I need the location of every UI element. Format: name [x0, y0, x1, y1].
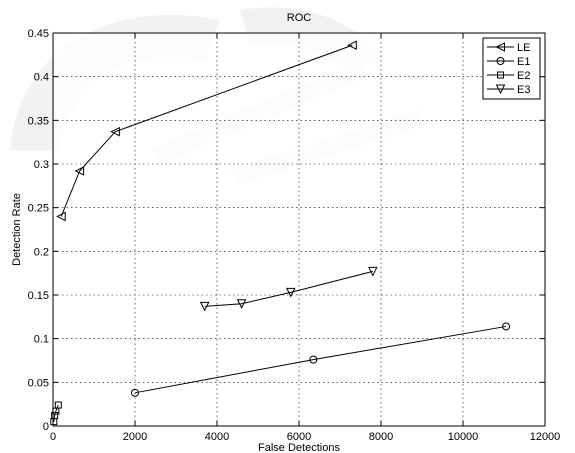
legend-item-e1: E1	[487, 56, 530, 68]
x-tick-label: 8000	[369, 431, 393, 443]
legend-label: E1	[517, 56, 530, 68]
legend-label: E3	[517, 84, 530, 96]
y-axis-title: Detection Rate	[11, 193, 23, 266]
series-e1	[131, 322, 511, 397]
plot-area	[53, 33, 545, 426]
series-e3-point	[199, 301, 210, 312]
x-tick-label: 6000	[287, 431, 311, 443]
y-tick-label: 0.25	[28, 203, 49, 215]
series-e2-point	[51, 412, 59, 420]
series-e1-point	[502, 322, 511, 331]
series-e3-point	[367, 266, 378, 277]
legend-marker	[495, 42, 505, 52]
axis-ticks: 0 2000 4000 6000 8000 10000 12000 0 0.05 0.1 0.15 0…	[28, 28, 561, 443]
legend-marker	[497, 71, 504, 79]
legend-label: LE	[517, 42, 530, 54]
y-tick-label: 0.05	[28, 377, 49, 389]
series-le-point	[347, 40, 357, 51]
series-le-line	[60, 44, 353, 217]
x-tick-label: 4000	[205, 431, 229, 443]
legend-marker	[495, 84, 506, 95]
y-tick-label: 0.2	[34, 246, 49, 258]
legend-item-e2: E2	[487, 70, 530, 82]
y-tick-label: 0.35	[28, 115, 49, 127]
legend-item-le: LE	[487, 42, 530, 54]
x-axis-title: False Detections	[258, 442, 340, 453]
series-le-point	[56, 211, 66, 222]
legend-label: E2	[517, 70, 530, 82]
y-tick-label: 0.3	[34, 159, 49, 171]
series-e2-point	[54, 401, 62, 409]
series-e2	[50, 401, 62, 426]
series-le-point	[74, 166, 85, 176]
y-tick-label: 0.45	[28, 28, 49, 40]
series-e3-point	[285, 287, 296, 298]
series-le-point	[110, 126, 120, 137]
x-tick-label: 2000	[123, 431, 147, 443]
series-le	[56, 40, 357, 222]
series-e3-line	[204, 270, 373, 307]
legend: LE E1 E2 E3	[482, 37, 541, 100]
y-tick-label: 0	[43, 421, 49, 433]
series-e3	[199, 266, 378, 312]
legend-item-e3: E3	[487, 84, 530, 96]
y-tick-label: 0.15	[28, 290, 49, 302]
x-tick-label: 12000	[530, 431, 561, 443]
series-e1-point	[309, 355, 318, 364]
series-e3-point	[236, 299, 247, 309]
series-e1-line	[134, 325, 507, 394]
x-tick-label: 0	[50, 431, 56, 443]
x-tick-label: 10000	[448, 431, 479, 443]
series-layer	[50, 40, 511, 426]
y-tick-label: 0.1	[34, 334, 49, 346]
series-e1-point	[131, 388, 139, 397]
legend-marker	[496, 57, 505, 65]
y-tick-label: 0.4	[34, 72, 49, 84]
chart-title: ROC	[287, 12, 312, 24]
grid-lines	[53, 33, 545, 426]
